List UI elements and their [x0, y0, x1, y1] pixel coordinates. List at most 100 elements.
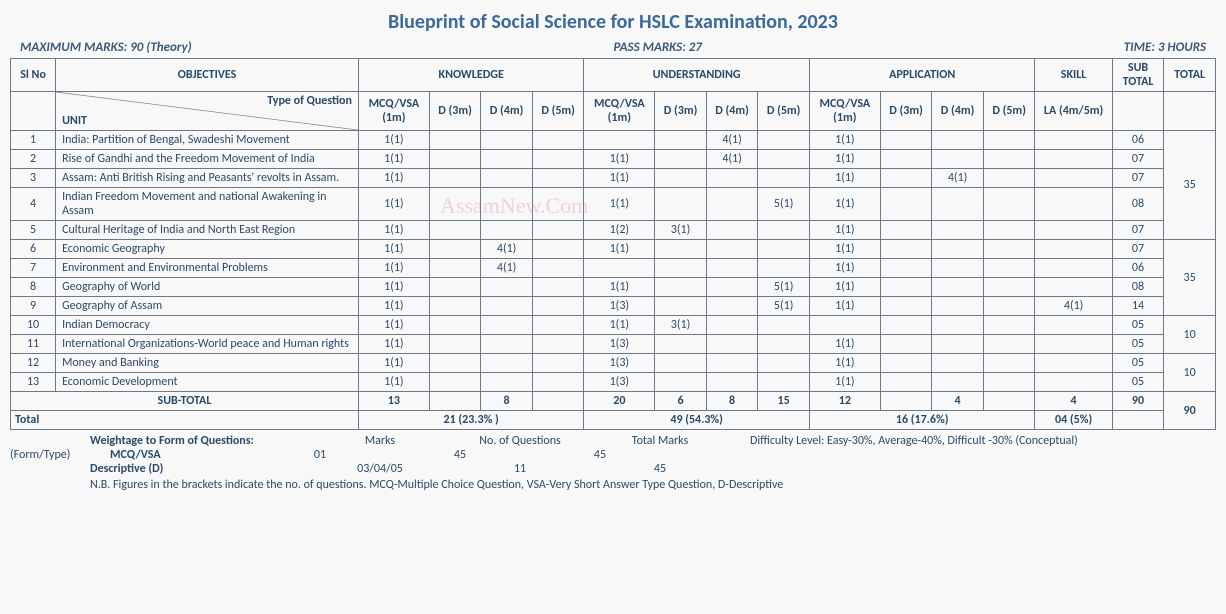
- cell: 15: [758, 392, 810, 411]
- cell: [655, 259, 707, 278]
- cell: 06: [1112, 131, 1164, 150]
- cell-slno: 2: [11, 150, 56, 169]
- cell: [758, 335, 810, 354]
- cell: 20: [584, 392, 655, 411]
- max-marks: MAXIMUM MARKS: 90 (Theory): [20, 40, 192, 55]
- cell: [481, 150, 533, 169]
- cell: [983, 354, 1035, 373]
- cell: [655, 188, 707, 221]
- cell: 5(1): [758, 297, 810, 316]
- cell-unit: Environment and Environmental Problems: [56, 259, 359, 278]
- cell: [532, 131, 584, 150]
- cell: 21 (23.3% ): [358, 411, 583, 430]
- cell: 1(1): [809, 240, 880, 259]
- cell: [429, 240, 481, 259]
- cell: [983, 188, 1035, 221]
- table-row: 8Geography of World1(1)1(1)5(1)1(1)08: [11, 278, 1216, 297]
- cell: [758, 221, 810, 240]
- h-a-mcq: MCQ/VSA (1m): [809, 92, 880, 131]
- h-u-d3: D (3m): [655, 92, 707, 131]
- cell: 1(1): [584, 150, 655, 169]
- noq-h: No. of Questions: [470, 434, 570, 448]
- cell: [983, 278, 1035, 297]
- subtotal-label: SUB-TOTAL: [11, 392, 359, 411]
- cell-slno: 10: [11, 316, 56, 335]
- time: TIME: 3 HOURS: [1124, 40, 1206, 55]
- cell: 14: [1112, 297, 1164, 316]
- cell: [481, 373, 533, 392]
- cell: 05: [1112, 373, 1164, 392]
- cell: [983, 169, 1035, 188]
- desc-label: Descriptive (D): [90, 462, 290, 476]
- cell-slno: 7: [11, 259, 56, 278]
- cell-slno: 13: [11, 373, 56, 392]
- cell: [429, 297, 481, 316]
- table-row: 12Money and Banking1(1)1(3)1(1)0510: [11, 354, 1216, 373]
- cell: [429, 131, 481, 150]
- cell: [1035, 131, 1112, 150]
- cell: [758, 354, 810, 373]
- cell: [1035, 221, 1112, 240]
- cell: [880, 221, 932, 240]
- cell: [932, 221, 984, 240]
- cell: 1(1): [358, 169, 429, 188]
- cell: [758, 131, 810, 150]
- cell: [429, 150, 481, 169]
- h-u-d4: D (4m): [706, 92, 758, 131]
- cell: [983, 259, 1035, 278]
- h-slno: Sl No: [11, 59, 56, 92]
- cell: [983, 297, 1035, 316]
- cell: 07: [1112, 169, 1164, 188]
- cell: 1(3): [584, 373, 655, 392]
- cell: [481, 169, 533, 188]
- h-k-d5: D (5m): [532, 92, 584, 131]
- table-row: 13Economic Development1(1)1(3)1(1)05: [11, 373, 1216, 392]
- h-k-mcq: MCQ/VSA (1m): [358, 92, 429, 131]
- cell: [429, 221, 481, 240]
- table-row: 7Environment and Environmental Problems1…: [11, 259, 1216, 278]
- cell: 16 (17.6%): [809, 411, 1035, 430]
- cell: [655, 169, 707, 188]
- cell: [1035, 150, 1112, 169]
- cell: [706, 373, 758, 392]
- cell: [880, 150, 932, 169]
- h-k-d4: D (4m): [481, 92, 533, 131]
- cell: [655, 150, 707, 169]
- cell: [706, 221, 758, 240]
- cell: 1(1): [358, 316, 429, 335]
- table-row: 9Geography of Assam1(1)1(3)5(1)1(1)4(1)1…: [11, 297, 1216, 316]
- cell: [880, 259, 932, 278]
- cell: 1(1): [358, 278, 429, 297]
- cell: [983, 335, 1035, 354]
- cell-slno: 11: [11, 335, 56, 354]
- cell-slno: 6: [11, 240, 56, 259]
- cell: 05: [1112, 316, 1164, 335]
- cell: [1112, 411, 1164, 430]
- cell: 5(1): [758, 278, 810, 297]
- cell: [532, 316, 584, 335]
- cell: 1(1): [809, 335, 880, 354]
- mcq-marks: 01: [270, 448, 370, 462]
- cell: [706, 278, 758, 297]
- cell: 1(1): [358, 259, 429, 278]
- cell: [932, 297, 984, 316]
- cell: 1(1): [358, 297, 429, 316]
- cell-slno: 12: [11, 354, 56, 373]
- cell-unit: India: Partition of Bengal, Swadeshi Mov…: [56, 131, 359, 150]
- h-subtotal: SUB TOTAL: [1112, 59, 1164, 92]
- cell: 1(1): [358, 221, 429, 240]
- cell: 06: [1112, 259, 1164, 278]
- h-st-blank: [1112, 92, 1164, 131]
- cell: [429, 278, 481, 297]
- cell-slno: 9: [11, 297, 56, 316]
- cell: [532, 392, 584, 411]
- h-type-unit: Type of Question UNIT: [56, 92, 359, 131]
- cell: 12: [809, 392, 880, 411]
- cell: [655, 335, 707, 354]
- cell: [532, 221, 584, 240]
- cell: 05: [1112, 335, 1164, 354]
- cell: 1(1): [358, 131, 429, 150]
- cell: [655, 240, 707, 259]
- difficulty: Difficulty Level: Easy-30%, Average-40%,…: [750, 434, 1078, 448]
- cell: 4(1): [481, 240, 533, 259]
